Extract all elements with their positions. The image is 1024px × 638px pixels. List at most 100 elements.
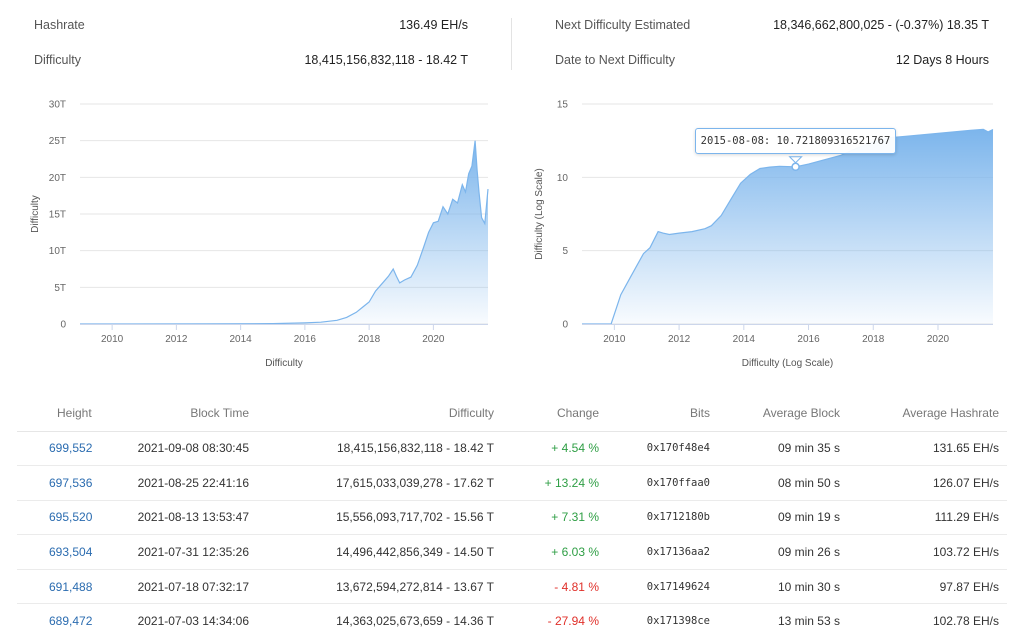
x-tick-label: 2020	[422, 334, 445, 345]
tooltip-pointer	[788, 156, 803, 164]
x-tick-label: 2014	[733, 334, 756, 345]
stat-difficulty: Difficulty 18,415,156,832,118 - 18.42 T	[34, 53, 468, 67]
stat-label: Date to Next Difficulty	[555, 53, 675, 67]
hovered-point[interactable]	[791, 162, 800, 172]
x-tick-label: 2012	[165, 334, 188, 345]
change-cell: + 13.24 %	[494, 465, 599, 501]
x-axis-title: Difficulty (Log Scale)	[742, 358, 834, 369]
x-tick-label: 2010	[101, 334, 124, 345]
block-time-cell: 2021-08-25 22:41:16	[137, 465, 249, 501]
difficulty-cell: 14,496,442,856,349 - 14.50 T	[249, 534, 494, 570]
stat-value: 136.49 EH/s	[399, 18, 468, 32]
avg-hashrate-cell: 103.72 EH/s	[840, 534, 1007, 570]
y-axis-title: Difficulty	[30, 195, 41, 233]
change-cell: + 6.03 %	[494, 534, 599, 570]
stat-label: Difficulty	[34, 53, 82, 67]
block-time-cell: 2021-08-13 13:53:47	[137, 500, 249, 536]
table-body: 699,552 2021-09-08 08:30:45 18,415,156,832…	[17, 431, 1007, 638]
block-height-link[interactable]: 691,488	[17, 569, 137, 605]
difficulty-chart[interactable]: 0 5T 10T 15T 20T 25T 30T 2010 2012 2014 2016 2018 20…	[0, 90, 512, 380]
block-time-cell: 2021-07-18 07:32:17	[137, 569, 249, 605]
difficulty-cell: 17,615,033,039,278 - 17.62 T	[249, 465, 494, 501]
x-axis-title: Difficulty	[265, 358, 303, 369]
change-cell: - 27.94 %	[494, 603, 599, 638]
series-area	[80, 140, 488, 324]
y-tick-label: 20T	[49, 173, 66, 184]
x-tick-label: 2012	[668, 334, 691, 345]
avg-hashrate-cell: 131.65 EH/s	[840, 431, 1007, 467]
bits-cell: 0x170ffaa0	[599, 465, 710, 501]
stats-divider	[511, 18, 512, 70]
x-tick-label: 2010	[603, 334, 626, 345]
col-block-time[interactable]: Block Time	[137, 396, 249, 432]
y-tick-label: 10T	[49, 246, 66, 257]
difficulty-table: Height Block Time Difficulty Change Bits…	[17, 396, 1007, 638]
avg-block-cell: 09 min 26 s	[710, 534, 840, 570]
y-tick-label: 25T	[49, 136, 66, 147]
difficulty-cell: 18,415,156,832,118 - 18.42 T	[249, 431, 494, 467]
block-time-cell: 2021-07-03 14:34:06	[137, 603, 249, 638]
col-avg-hashrate[interactable]: Average Hashrate	[840, 396, 1007, 432]
change-cell: + 4.54 %	[494, 431, 599, 467]
bits-cell: 0x17149624	[599, 569, 710, 605]
block-height-link[interactable]: 689,472	[17, 603, 137, 638]
bits-cell: 0x17136aa2	[599, 534, 710, 570]
bits-cell: 0x1712180b	[599, 500, 710, 536]
series-line	[79, 140, 489, 325]
block-time-cell: 2021-07-31 12:35:26	[137, 534, 249, 570]
avg-block-cell: 09 min 35 s	[710, 431, 840, 467]
avg-hashrate-cell: 111.29 EH/s	[840, 500, 1007, 536]
y-tick-label: 5T	[54, 283, 66, 294]
stat-value: 18,415,156,832,118 - 18.42 T	[304, 53, 468, 67]
avg-hashrate-cell: 126.07 EH/s	[840, 465, 1007, 501]
col-difficulty[interactable]: Difficulty	[249, 396, 494, 432]
stat-label: Next Difficulty Estimated	[555, 18, 691, 32]
block-height-link[interactable]: 699,552	[17, 431, 137, 467]
table-row: 691,488 2021-07-18 07:32:17 13,672,594,272…	[17, 569, 1007, 605]
stat-date-to-next: Date to Next Difficulty 12 Days 8 Hours	[555, 53, 989, 67]
difficulty-cell: 13,672,594,272,814 - 13.67 T	[249, 569, 494, 605]
avg-block-cell: 13 min 53 s	[710, 603, 840, 638]
y-tick-label: 15	[557, 100, 569, 111]
stat-label: Hashrate	[34, 18, 85, 32]
stats-panel: Hashrate 136.49 EH/s Difficulty 18,415,1…	[0, 0, 1024, 90]
block-height-link[interactable]: 695,520	[17, 500, 137, 536]
y-tick-label: 30T	[49, 100, 66, 111]
y-tick-label: 0	[60, 320, 66, 331]
table-row: 693,504 2021-07-31 12:35:26 14,496,442,856…	[17, 534, 1007, 570]
table-row: 689,472 2021-07-03 14:34:06 14,363,025,673…	[17, 603, 1007, 638]
y-tick-label: 10	[557, 173, 569, 184]
x-tick-label: 2018	[862, 334, 885, 345]
col-bits[interactable]: Bits	[599, 396, 710, 432]
avg-block-cell: 08 min 50 s	[710, 465, 840, 501]
table-row: 699,552 2021-09-08 08:30:45 18,415,156,832…	[17, 431, 1007, 467]
table-row: 695,520 2021-08-13 13:53:47 15,556,093,717…	[17, 500, 1007, 536]
series-line	[582, 128, 994, 325]
y-tick-label: 0	[562, 320, 568, 331]
bits-cell: 0x171398ce	[599, 603, 710, 638]
difficulty-cell: 14,363,025,673,659 - 14.36 T	[249, 603, 494, 638]
x-tick-label: 2016	[294, 334, 317, 345]
avg-hashrate-cell: 97.87 EH/s	[840, 569, 1007, 605]
change-cell: - 4.81 %	[494, 569, 599, 605]
table-header-row: Height Block Time Difficulty Change Bits…	[17, 396, 1007, 432]
difficulty-cell: 15,556,093,717,702 - 15.56 T	[249, 500, 494, 536]
x-tick-label: 2014	[230, 334, 253, 345]
bits-cell: 0x170f48e4	[599, 431, 710, 467]
block-height-link[interactable]: 697,536	[17, 465, 137, 501]
block-height-link[interactable]: 693,504	[17, 534, 137, 570]
stat-value: 18,346,662,800,025 - (-0.37%) 18.35 T	[773, 18, 989, 32]
y-axis-title: Difficulty (Log Scale)	[534, 168, 545, 260]
col-height[interactable]: Height	[17, 396, 137, 432]
avg-block-cell: 10 min 30 s	[710, 569, 840, 605]
col-change[interactable]: Change	[494, 396, 599, 432]
col-avg-block[interactable]: Average Block	[710, 396, 840, 432]
table-row: 697,536 2021-08-25 22:41:16 17,615,033,039…	[17, 465, 1007, 501]
series-area	[582, 129, 993, 324]
avg-block-cell: 09 min 19 s	[710, 500, 840, 536]
chart-tooltip: 2015-08-08: 10.721809316521767	[695, 128, 896, 154]
stat-value: 12 Days 8 Hours	[895, 53, 989, 67]
stat-next-difficulty: Next Difficulty Estimated 18,346,662,800…	[555, 18, 989, 32]
stat-hashrate: Hashrate 136.49 EH/s	[34, 18, 468, 32]
difficulty-log-chart[interactable]: 0 5 10 15 2010 2012 2014 2016 2018 2020 Difficulty…	[512, 90, 1024, 380]
